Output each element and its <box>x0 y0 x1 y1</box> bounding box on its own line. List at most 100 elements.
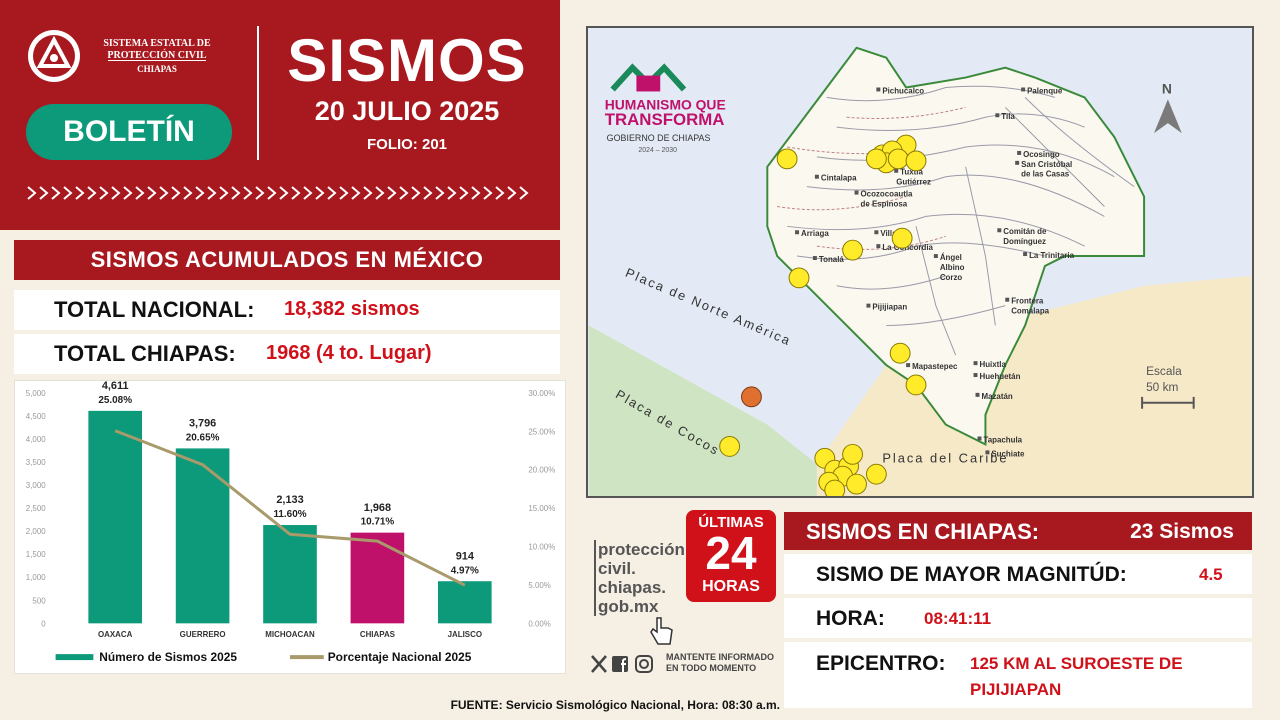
city-label: Tuxtla <box>900 168 923 177</box>
mayor-magnitud-row: SISMO DE MAYOR MAGNITÚD: 4.5 <box>784 554 1252 594</box>
bar-value-label: 1,968 <box>364 502 391 514</box>
bar-michoacan <box>263 525 317 624</box>
y-tick-label: 4,000 <box>26 435 46 444</box>
caribe-plate-area <box>816 275 1252 496</box>
hora-row: HORA: 08:41:11 <box>784 598 1252 638</box>
x-tick-label: CHIAPAS <box>360 630 395 639</box>
city-label: San Cristóbal <box>1021 160 1072 169</box>
city-marker <box>973 373 978 378</box>
city-label: Comitán de <box>1003 227 1047 236</box>
city-label: Palenque <box>1027 86 1063 95</box>
city-label: Ángel <box>940 253 962 262</box>
y-tick-label: 1,500 <box>26 550 46 559</box>
city-marker <box>812 256 817 261</box>
city-marker <box>995 113 1000 118</box>
river-line <box>836 113 1085 131</box>
river-line <box>1004 106 1105 207</box>
earthquake-marker <box>776 148 798 170</box>
earthquake-marker <box>842 239 863 261</box>
city-label: Tapachula <box>983 435 1022 444</box>
scale-label: Escala <box>1146 364 1182 378</box>
city-label: Huehuetán <box>979 372 1020 381</box>
instagram-icon[interactable] <box>635 655 653 673</box>
legend-line-label: Porcentaje Nacional 2025 <box>328 650 472 664</box>
percent-value-label: 25.08% <box>98 395 132 406</box>
city-label: Pijijiapan <box>872 303 907 312</box>
earthquake-marker <box>887 148 909 170</box>
earthquake-marker <box>846 473 867 495</box>
city-marker <box>985 450 990 455</box>
fault-line <box>777 196 907 211</box>
scale-bar <box>1141 396 1195 409</box>
city-marker <box>866 303 871 308</box>
city-label: Suchiate <box>991 449 1025 458</box>
sismos-bar-chart: 0 500 1,000 1,500 2,000 2,500 3,000 3,500 4,000 4… <box>14 380 566 674</box>
city-label: Cintalapa <box>821 174 857 183</box>
badge-line3: HORAS <box>702 578 760 595</box>
badge-line1: ÚLTIMAS <box>698 514 764 531</box>
city-label: Gutiérrez <box>896 178 931 187</box>
fuente-footer: FUENTE: Servicio Sismológico Nacional, H… <box>450 698 780 712</box>
humanismo-logo: HUMANISMO QUE TRANSFORMA GOBIERNO DE CHI… <box>605 63 726 154</box>
city-marker <box>975 392 980 397</box>
chiapas-seismic-map: HUMANISMO QUE TRANSFORMA GOBIERNO DE CHI… <box>586 26 1254 498</box>
city-marker <box>933 254 938 259</box>
ultimas-24-horas-badge: ÚLTIMAS 24 HORAS <box>686 510 776 602</box>
y2-tick-label: 5.00% <box>528 581 551 590</box>
earthquake-marker <box>905 150 927 172</box>
y-tick-label: 0 <box>41 619 46 628</box>
y-tick-label: 4,500 <box>26 412 46 421</box>
river-line <box>886 305 1006 326</box>
city-label: Mazatán <box>981 392 1012 401</box>
facebook-icon[interactable] <box>612 656 628 672</box>
earthquake-marker <box>905 374 927 396</box>
city-marker <box>973 361 978 366</box>
epicentro-line2: PIJIJIAPAN <box>970 680 1062 699</box>
city-marker <box>894 168 899 173</box>
acumulados-heading: SISMOS ACUMULADOS EN MÉXICO <box>14 240 560 280</box>
city-label: Mapastepec <box>912 362 958 371</box>
city-label: Tila <box>1001 112 1015 121</box>
pointer-hand-icon <box>650 617 673 645</box>
y-tick-label: 1,000 <box>26 573 46 582</box>
x-icon[interactable] <box>591 655 607 673</box>
city-marker <box>814 174 819 179</box>
y-tick-label: 5,000 <box>26 389 46 398</box>
website-text[interactable]: protección civil. chiapas. gob.mx <box>594 540 685 616</box>
city-marker <box>1005 297 1010 302</box>
city-marker <box>795 230 800 235</box>
y-tick-label: 3,000 <box>26 481 46 490</box>
percent-line <box>114 429 466 587</box>
mantente-line1: MANTENTE INFORMADO <box>666 652 774 662</box>
city-label: Albino <box>940 263 965 272</box>
total-nacional-label: TOTAL NACIONAL: <box>54 297 255 322</box>
city-label: de las Casas <box>1021 170 1070 179</box>
legend-bar-label: Número de Sismos 2025 <box>99 650 237 664</box>
earthquake-marker <box>865 463 887 485</box>
bar-value-label: 914 <box>456 550 474 562</box>
y2-tick-label: 25.00% <box>528 427 555 436</box>
epicentro-label: EPICENTRO: <box>816 652 946 675</box>
river-line <box>806 174 1105 217</box>
bulletin-date: 20 JULIO 2025 <box>314 96 500 126</box>
mantente-line2: EN TODO MOMENTO <box>666 663 757 673</box>
fault-line <box>816 235 946 250</box>
social-icons <box>591 655 653 673</box>
chiapas-state-outline <box>766 46 1146 447</box>
city-marker <box>997 228 1002 233</box>
city-label: Arriaga <box>801 229 829 238</box>
river-line <box>796 242 1046 260</box>
north-arrow-icon: N <box>1154 80 1182 134</box>
bar-value-label: 3,796 <box>189 418 216 430</box>
svg-text:N: N <box>1162 80 1172 96</box>
plate-caribe: Placa del Caribe <box>882 450 1008 465</box>
total-chiapas-value: 1968 (4 to. Lugar) <box>266 342 432 364</box>
total-nacional-row: TOTAL NACIONAL: 18,382 sismos <box>14 290 560 330</box>
city-label: Frontera <box>1011 297 1044 306</box>
city-label: Ocozocoautla <box>861 190 914 199</box>
x-tick-label: OAXACA <box>98 630 133 639</box>
percent-value-label: 20.65% <box>186 432 220 443</box>
org-name: SISTEMA ESTATAL DE PROTECCIÓN CIVIL <box>103 38 211 61</box>
logo-line3: GOBIERNO DE CHIAPAS <box>607 133 711 143</box>
chiapas-heading-label: SISMOS EN CHIAPAS: <box>806 519 1040 544</box>
